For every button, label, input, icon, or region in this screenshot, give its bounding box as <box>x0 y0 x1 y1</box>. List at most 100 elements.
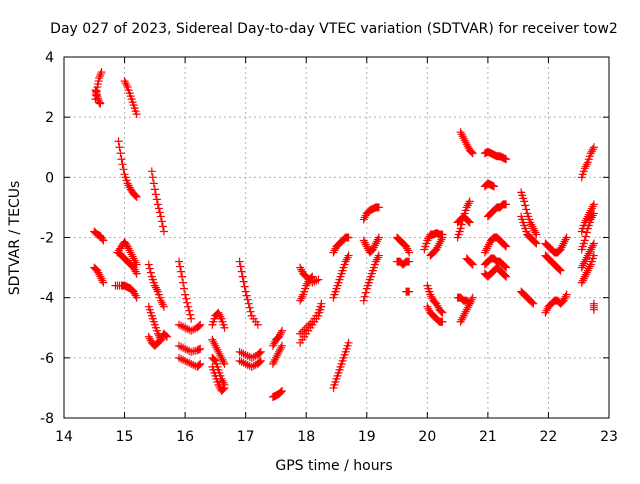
data-point <box>581 162 590 171</box>
data-arc <box>120 77 141 119</box>
data-point <box>308 272 317 281</box>
data-point <box>243 360 252 369</box>
data-point <box>587 243 596 252</box>
data-point <box>130 190 139 199</box>
data-point <box>582 268 591 277</box>
data-point <box>330 246 339 255</box>
data-point <box>577 278 586 287</box>
data-point <box>129 287 138 296</box>
x-tick-label: 17 <box>237 429 255 445</box>
y-tick-label: -8 <box>40 411 54 427</box>
data-point <box>185 358 194 367</box>
data-point <box>502 263 511 272</box>
data-point <box>437 235 446 244</box>
data-point <box>156 296 165 305</box>
data-point <box>127 250 136 259</box>
data-point <box>459 134 468 143</box>
data-point <box>181 323 190 332</box>
data-arc <box>114 137 141 201</box>
data-point <box>482 244 491 253</box>
data-point <box>274 347 283 356</box>
x-tick-label: 15 <box>116 429 134 445</box>
data-point <box>150 281 159 290</box>
data-point <box>241 359 250 368</box>
data-arc <box>483 200 511 221</box>
data-point <box>153 200 162 209</box>
data-point <box>373 253 382 262</box>
x-tick-label: 21 <box>479 429 497 445</box>
data-point <box>129 263 138 272</box>
data-point <box>500 270 509 279</box>
data-arc <box>90 263 108 287</box>
data-point <box>219 378 228 387</box>
data-arc <box>208 353 229 389</box>
data-arc <box>456 128 477 158</box>
data-point <box>582 228 591 237</box>
data-point <box>158 222 167 231</box>
data-point <box>306 274 315 283</box>
data-point <box>155 208 164 217</box>
data-point <box>146 268 155 277</box>
data-point <box>457 130 466 139</box>
data-point <box>276 343 285 352</box>
data-point <box>360 292 369 301</box>
data-point <box>268 359 277 368</box>
data-point <box>275 330 284 339</box>
data-point <box>502 242 511 251</box>
data-point <box>585 247 594 256</box>
data-point <box>132 269 141 278</box>
data-point <box>366 247 375 256</box>
data-point <box>177 354 186 363</box>
data-point <box>531 238 540 247</box>
data-point <box>214 308 223 317</box>
data-point <box>183 298 192 307</box>
data-point <box>120 77 129 86</box>
data-point <box>502 200 511 209</box>
data-point <box>462 140 471 149</box>
data-point <box>242 291 251 300</box>
data-point <box>438 308 447 317</box>
data-arc <box>235 257 262 329</box>
data-point <box>580 164 589 173</box>
data-point <box>329 248 338 257</box>
data-point <box>96 70 105 79</box>
data-point <box>244 299 253 308</box>
data-point <box>561 292 570 301</box>
data-point <box>528 298 537 307</box>
data-point <box>127 261 136 270</box>
data-point <box>196 359 205 368</box>
data-arc <box>175 353 205 371</box>
data-point <box>585 262 594 271</box>
data-arc <box>453 212 474 227</box>
data-point <box>175 257 184 266</box>
data-point <box>132 293 141 302</box>
data-point <box>130 289 139 298</box>
data-point <box>247 362 256 371</box>
data-point <box>528 222 537 231</box>
data-point <box>217 353 226 362</box>
data-point <box>122 241 131 250</box>
data-point <box>483 242 492 251</box>
data-point <box>582 253 591 262</box>
data-point <box>122 81 131 90</box>
data-arc <box>393 233 414 257</box>
data-point <box>213 345 222 354</box>
y-tick-label: -2 <box>40 231 54 247</box>
y-tick-label: 2 <box>45 110 54 126</box>
x-axis-label: GPS time / hours <box>275 458 392 474</box>
data-arc <box>541 290 571 317</box>
data-point <box>459 311 468 320</box>
data-arc <box>114 248 141 278</box>
data-point <box>587 147 596 156</box>
data-point <box>527 297 536 306</box>
data-point <box>276 328 285 337</box>
data-arc <box>359 251 383 305</box>
data-point <box>130 265 139 274</box>
x-tick-label: 23 <box>600 429 618 445</box>
data-point <box>584 264 593 273</box>
data-point <box>194 322 203 331</box>
data-point <box>131 258 140 267</box>
data-arc <box>480 179 498 191</box>
data-point <box>581 270 590 279</box>
